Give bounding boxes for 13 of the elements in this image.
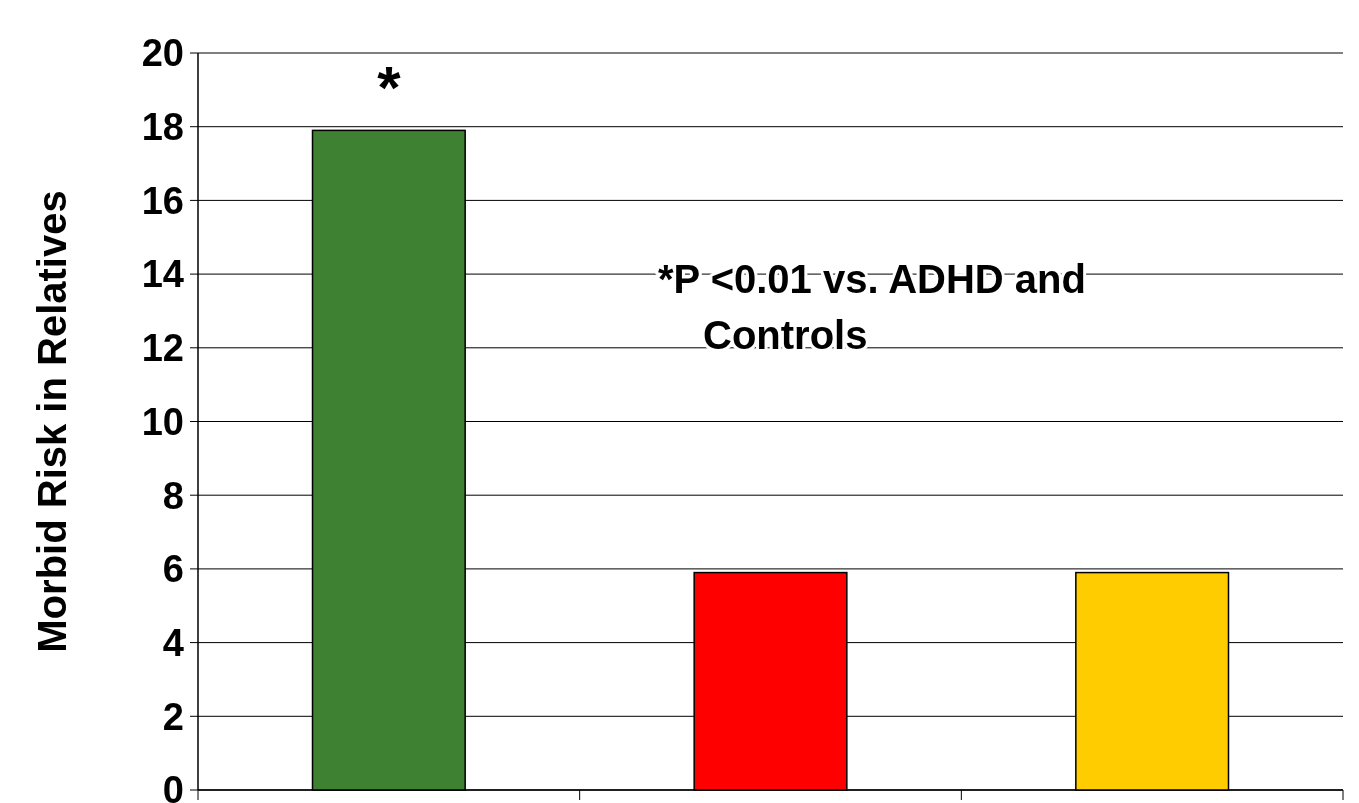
y-tick-label: 12 bbox=[141, 327, 184, 370]
y-tick-label: 16 bbox=[141, 179, 184, 222]
y-tick-label: 18 bbox=[141, 106, 184, 148]
y-tick-label: 4 bbox=[162, 621, 184, 664]
y-tick-label: 10 bbox=[141, 400, 184, 443]
y-tick-label: 8 bbox=[162, 474, 184, 517]
y-tick-label: 2 bbox=[162, 695, 184, 738]
y-tick-label: 20 bbox=[141, 32, 184, 75]
y-tick-label: 6 bbox=[162, 548, 184, 591]
y-tick-label: 14 bbox=[141, 253, 184, 296]
y-axis-title: Morbid Risk in Relatives bbox=[30, 190, 74, 653]
y-tick-label: 0 bbox=[162, 769, 184, 803]
annotation: * bbox=[377, 54, 402, 122]
